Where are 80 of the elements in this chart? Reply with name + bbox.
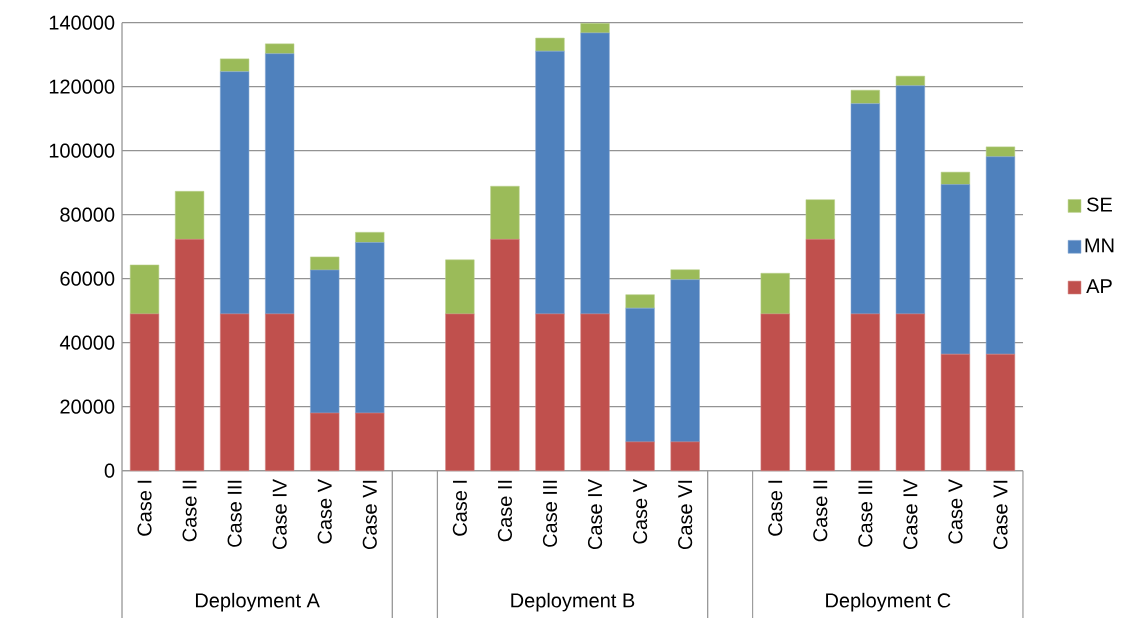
y-tick-label: 20000 xyxy=(60,399,115,414)
bar xyxy=(580,313,610,471)
bar xyxy=(310,256,340,271)
bar xyxy=(355,242,385,414)
bar xyxy=(129,264,160,315)
x-tick-label: Case VI xyxy=(993,480,1008,550)
bar xyxy=(805,199,835,240)
bar xyxy=(490,239,520,471)
y-tick-label: 100000 xyxy=(49,143,115,158)
bar xyxy=(174,239,205,471)
bar xyxy=(535,50,565,315)
x-tick-label: Case V xyxy=(633,479,648,544)
bar xyxy=(760,272,790,315)
x-tick-label: Case III xyxy=(858,480,873,547)
bar xyxy=(940,171,971,185)
legend-label: SE xyxy=(1087,197,1112,212)
x-tick-label: Case II xyxy=(497,480,513,542)
bar xyxy=(940,184,971,355)
x-tick-label: Case III xyxy=(227,480,242,547)
bar xyxy=(850,313,880,471)
x-tick-label: Case II xyxy=(182,480,197,542)
x-tick-label: Case VI xyxy=(678,480,693,550)
bar xyxy=(850,89,880,104)
bar xyxy=(265,313,295,471)
x-tick-label: Case VI xyxy=(362,480,377,550)
bar xyxy=(174,191,205,240)
bar xyxy=(895,75,925,87)
bar xyxy=(445,313,475,471)
bar xyxy=(310,269,340,414)
bar xyxy=(310,412,340,471)
x-tick-label: Case I xyxy=(137,480,152,536)
bar xyxy=(535,313,565,471)
bar xyxy=(220,71,250,315)
bar xyxy=(129,313,160,471)
bar xyxy=(625,441,655,471)
x-tick-label: Case IV xyxy=(272,479,287,550)
bar xyxy=(985,156,1016,355)
bar xyxy=(220,313,250,471)
x-tick-label: Case I xyxy=(768,480,783,536)
x-tick-label: Case III xyxy=(542,480,558,547)
bar xyxy=(850,103,880,315)
bar xyxy=(940,353,971,471)
bar xyxy=(355,232,385,243)
x-tick-label: Case II xyxy=(813,480,828,542)
text: Deployment B xyxy=(511,592,635,612)
bar xyxy=(670,269,700,280)
x-tick-label: Case IV xyxy=(903,479,918,550)
bar xyxy=(985,353,1016,471)
bar xyxy=(355,412,385,471)
y-tick-label: 40000 xyxy=(59,335,115,350)
bar xyxy=(670,441,700,471)
x-tick-label: Case IV xyxy=(587,479,603,550)
text: Deployment C xyxy=(826,592,951,612)
bar xyxy=(895,85,925,315)
bar xyxy=(580,32,610,315)
bar xyxy=(625,307,655,443)
x-tick-label: Case V xyxy=(948,479,963,544)
text: Deployment A xyxy=(195,592,320,612)
bar xyxy=(580,23,610,34)
x-tick-label: Case V xyxy=(317,479,332,544)
bar xyxy=(220,58,250,72)
bar xyxy=(265,43,295,55)
bar xyxy=(535,37,565,52)
legend-label: MN xyxy=(1085,238,1114,253)
bar xyxy=(265,53,295,315)
y-tick-label: 0 xyxy=(104,463,115,478)
y-tick-label: 60000 xyxy=(60,271,115,286)
bar xyxy=(445,259,475,315)
bar xyxy=(805,239,835,471)
y-tick-label: 80000 xyxy=(60,207,115,222)
bar xyxy=(895,313,925,471)
bar xyxy=(490,185,520,240)
bar xyxy=(760,313,790,471)
legend-label: AP xyxy=(1086,279,1112,293)
x-tick-label: Case I xyxy=(452,480,467,536)
y-tick-label: 140000 xyxy=(49,15,115,30)
bar xyxy=(625,294,655,309)
y-tick-label: 120000 xyxy=(49,79,115,94)
bar xyxy=(670,279,700,443)
bar xyxy=(985,146,1016,158)
